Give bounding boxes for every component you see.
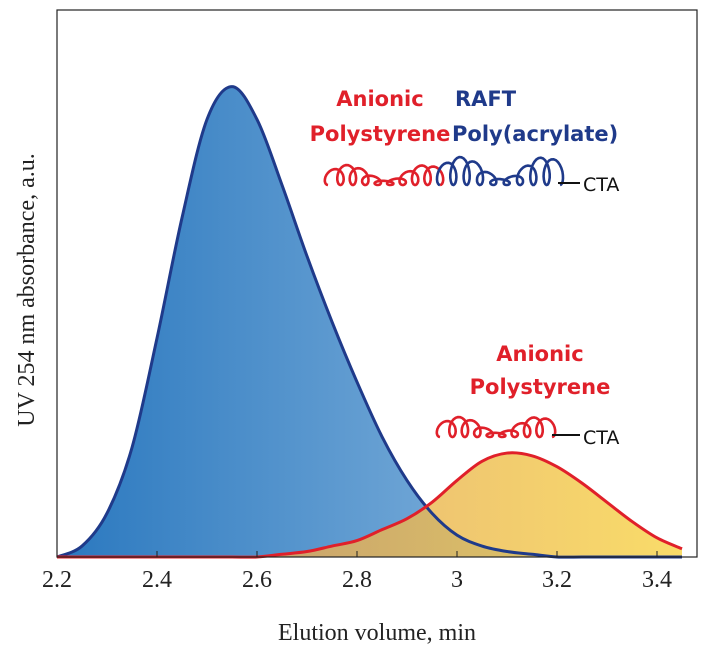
annotation: RAFT [455, 87, 517, 111]
annotation: CTA [583, 427, 619, 449]
annotation: Anionic [336, 87, 423, 111]
chain-squiggle [323, 163, 445, 187]
x-tick-label: 2.2 [42, 567, 72, 593]
x-tick-label: 2.6 [242, 567, 272, 593]
annotation: CTA [583, 174, 619, 196]
chain-squiggle [435, 415, 557, 439]
x-tick-label: 2.4 [142, 567, 172, 593]
plot-frame [56, 9, 698, 558]
chain-squiggle [435, 155, 565, 187]
area-fill [57, 86, 682, 558]
annotation: Polystyrene [470, 375, 611, 399]
y-axis-label: UV 254 nm absorbance, a.u. [14, 153, 40, 427]
annotation: Polystyrene [310, 122, 451, 146]
area-fill [57, 452, 682, 558]
x-tick-label: 3 [451, 567, 463, 593]
annotation: Anionic [496, 342, 583, 366]
x-axis-label: Elution volume, min [278, 620, 476, 646]
x-tick-label: 2.8 [342, 567, 372, 593]
annotation: Poly(acrylate) [452, 122, 618, 146]
x-tick-label: 3.4 [642, 567, 672, 593]
x-tick-label: 3.2 [542, 567, 572, 593]
